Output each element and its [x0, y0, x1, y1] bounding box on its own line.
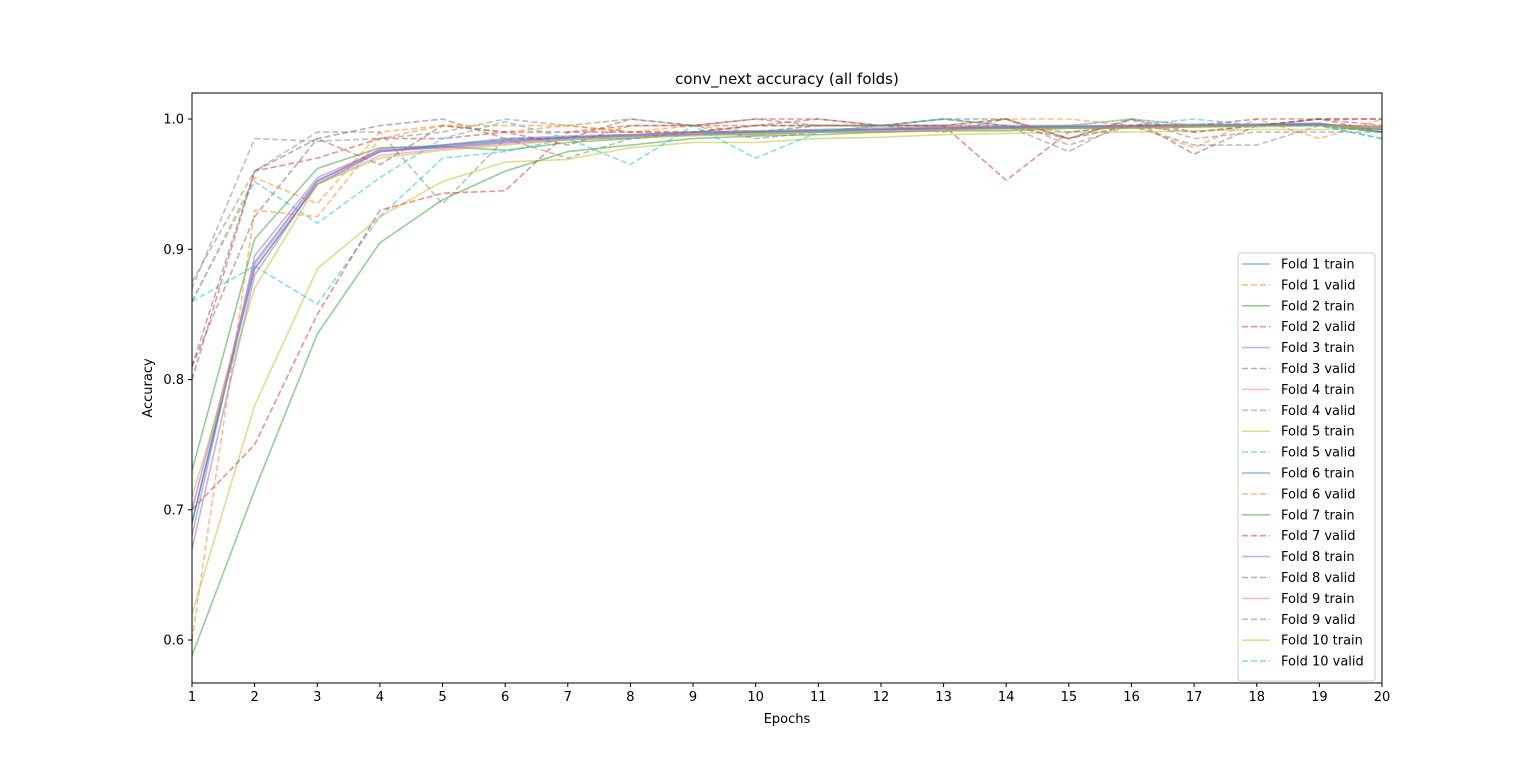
legend-label: Fold 4 train [1281, 383, 1355, 398]
legend-label: Fold 1 train [1281, 258, 1355, 273]
x-tick-label: 4 [376, 690, 384, 705]
x-tick-label: 18 [1248, 690, 1265, 705]
legend: Fold 1 train Fold 1 valid Fold 2 train Fold… [1237, 252, 1376, 682]
y-tick-label: 0.9 [163, 243, 184, 258]
x-axis: 1 2 3 4 5 6 7 8 9 10 11 12 13 14 15 16 17 18 19 20 [188, 683, 1390, 705]
x-tick-label: 2 [250, 690, 258, 705]
series-line-fold-4-valid [192, 118, 1382, 289]
x-tick-label: 15 [1061, 690, 1078, 705]
x-tick-label: 5 [438, 690, 446, 705]
series-line-fold-5-train [192, 127, 1382, 615]
legend-label: Fold 5 train [1281, 425, 1355, 440]
legend-label: Fold 5 valid [1281, 446, 1356, 461]
x-tick-label: 8 [626, 690, 634, 705]
legend-label: Fold 4 valid [1281, 404, 1356, 419]
x-tick-label: 11 [810, 690, 827, 705]
series-line-fold-8-valid [192, 118, 1382, 367]
legend-label: Fold 1 valid [1281, 278, 1356, 293]
plot-frame [191, 92, 1383, 684]
y-tick-label: 0.6 [163, 634, 184, 649]
y-tick-label: 1.0 [163, 113, 184, 128]
x-tick-label: 12 [873, 690, 890, 705]
legend-label: Fold 7 train [1281, 508, 1355, 523]
legend-label: Fold 6 valid [1281, 487, 1356, 502]
legend-label: Fold 3 valid [1281, 362, 1356, 377]
x-tick-label: 3 [313, 690, 321, 705]
x-tick-label: 14 [998, 690, 1015, 705]
legend-label: Fold 2 train [1281, 299, 1355, 314]
legend-label: Fold 2 valid [1281, 320, 1356, 335]
y-tick-label: 0.7 [163, 503, 184, 518]
legend-label: Fold 8 valid [1281, 571, 1356, 586]
legend-label: Fold 10 valid [1281, 655, 1364, 670]
legend-label: Fold 8 train [1281, 550, 1355, 565]
y-tick-label: 0.8 [163, 373, 184, 388]
legend-label: Fold 9 valid [1281, 613, 1356, 628]
series-line-fold-1-valid [192, 118, 1382, 641]
legend-label: Fold 7 valid [1281, 529, 1356, 544]
legend-label: Fold 9 train [1281, 592, 1355, 607]
legend-label: Fold 3 train [1281, 341, 1355, 356]
x-tick-label: 17 [1186, 690, 1203, 705]
x-axis-label: Epochs [764, 712, 811, 727]
x-tick-label: 10 [747, 690, 764, 705]
x-tick-label: 13 [935, 690, 952, 705]
x-tick-label: 16 [1123, 690, 1140, 705]
x-tick-label: 19 [1311, 690, 1328, 705]
legend-label: Fold 10 train [1281, 634, 1363, 649]
x-tick-label: 9 [689, 690, 697, 705]
series-line-fold-10-train [192, 124, 1382, 498]
legend-box [1237, 252, 1376, 682]
y-axis: 0.6 0.7 0.8 0.9 1.0 [163, 113, 192, 649]
series-layer [192, 118, 1382, 656]
chart-title: conv_next accuracy (all folds) [675, 70, 899, 89]
y-axis-label: Accuracy [141, 358, 156, 418]
x-tick-label: 1 [188, 690, 196, 705]
series-line-fold-10-valid [192, 118, 1382, 302]
series-line-fold-9-valid [192, 118, 1382, 283]
legend-label: Fold 6 train [1281, 467, 1355, 482]
x-tick-label: 20 [1374, 690, 1391, 705]
x-tick-label: 7 [564, 690, 572, 705]
series-line-fold-5-valid [192, 118, 1382, 305]
x-tick-label: 6 [501, 690, 509, 705]
